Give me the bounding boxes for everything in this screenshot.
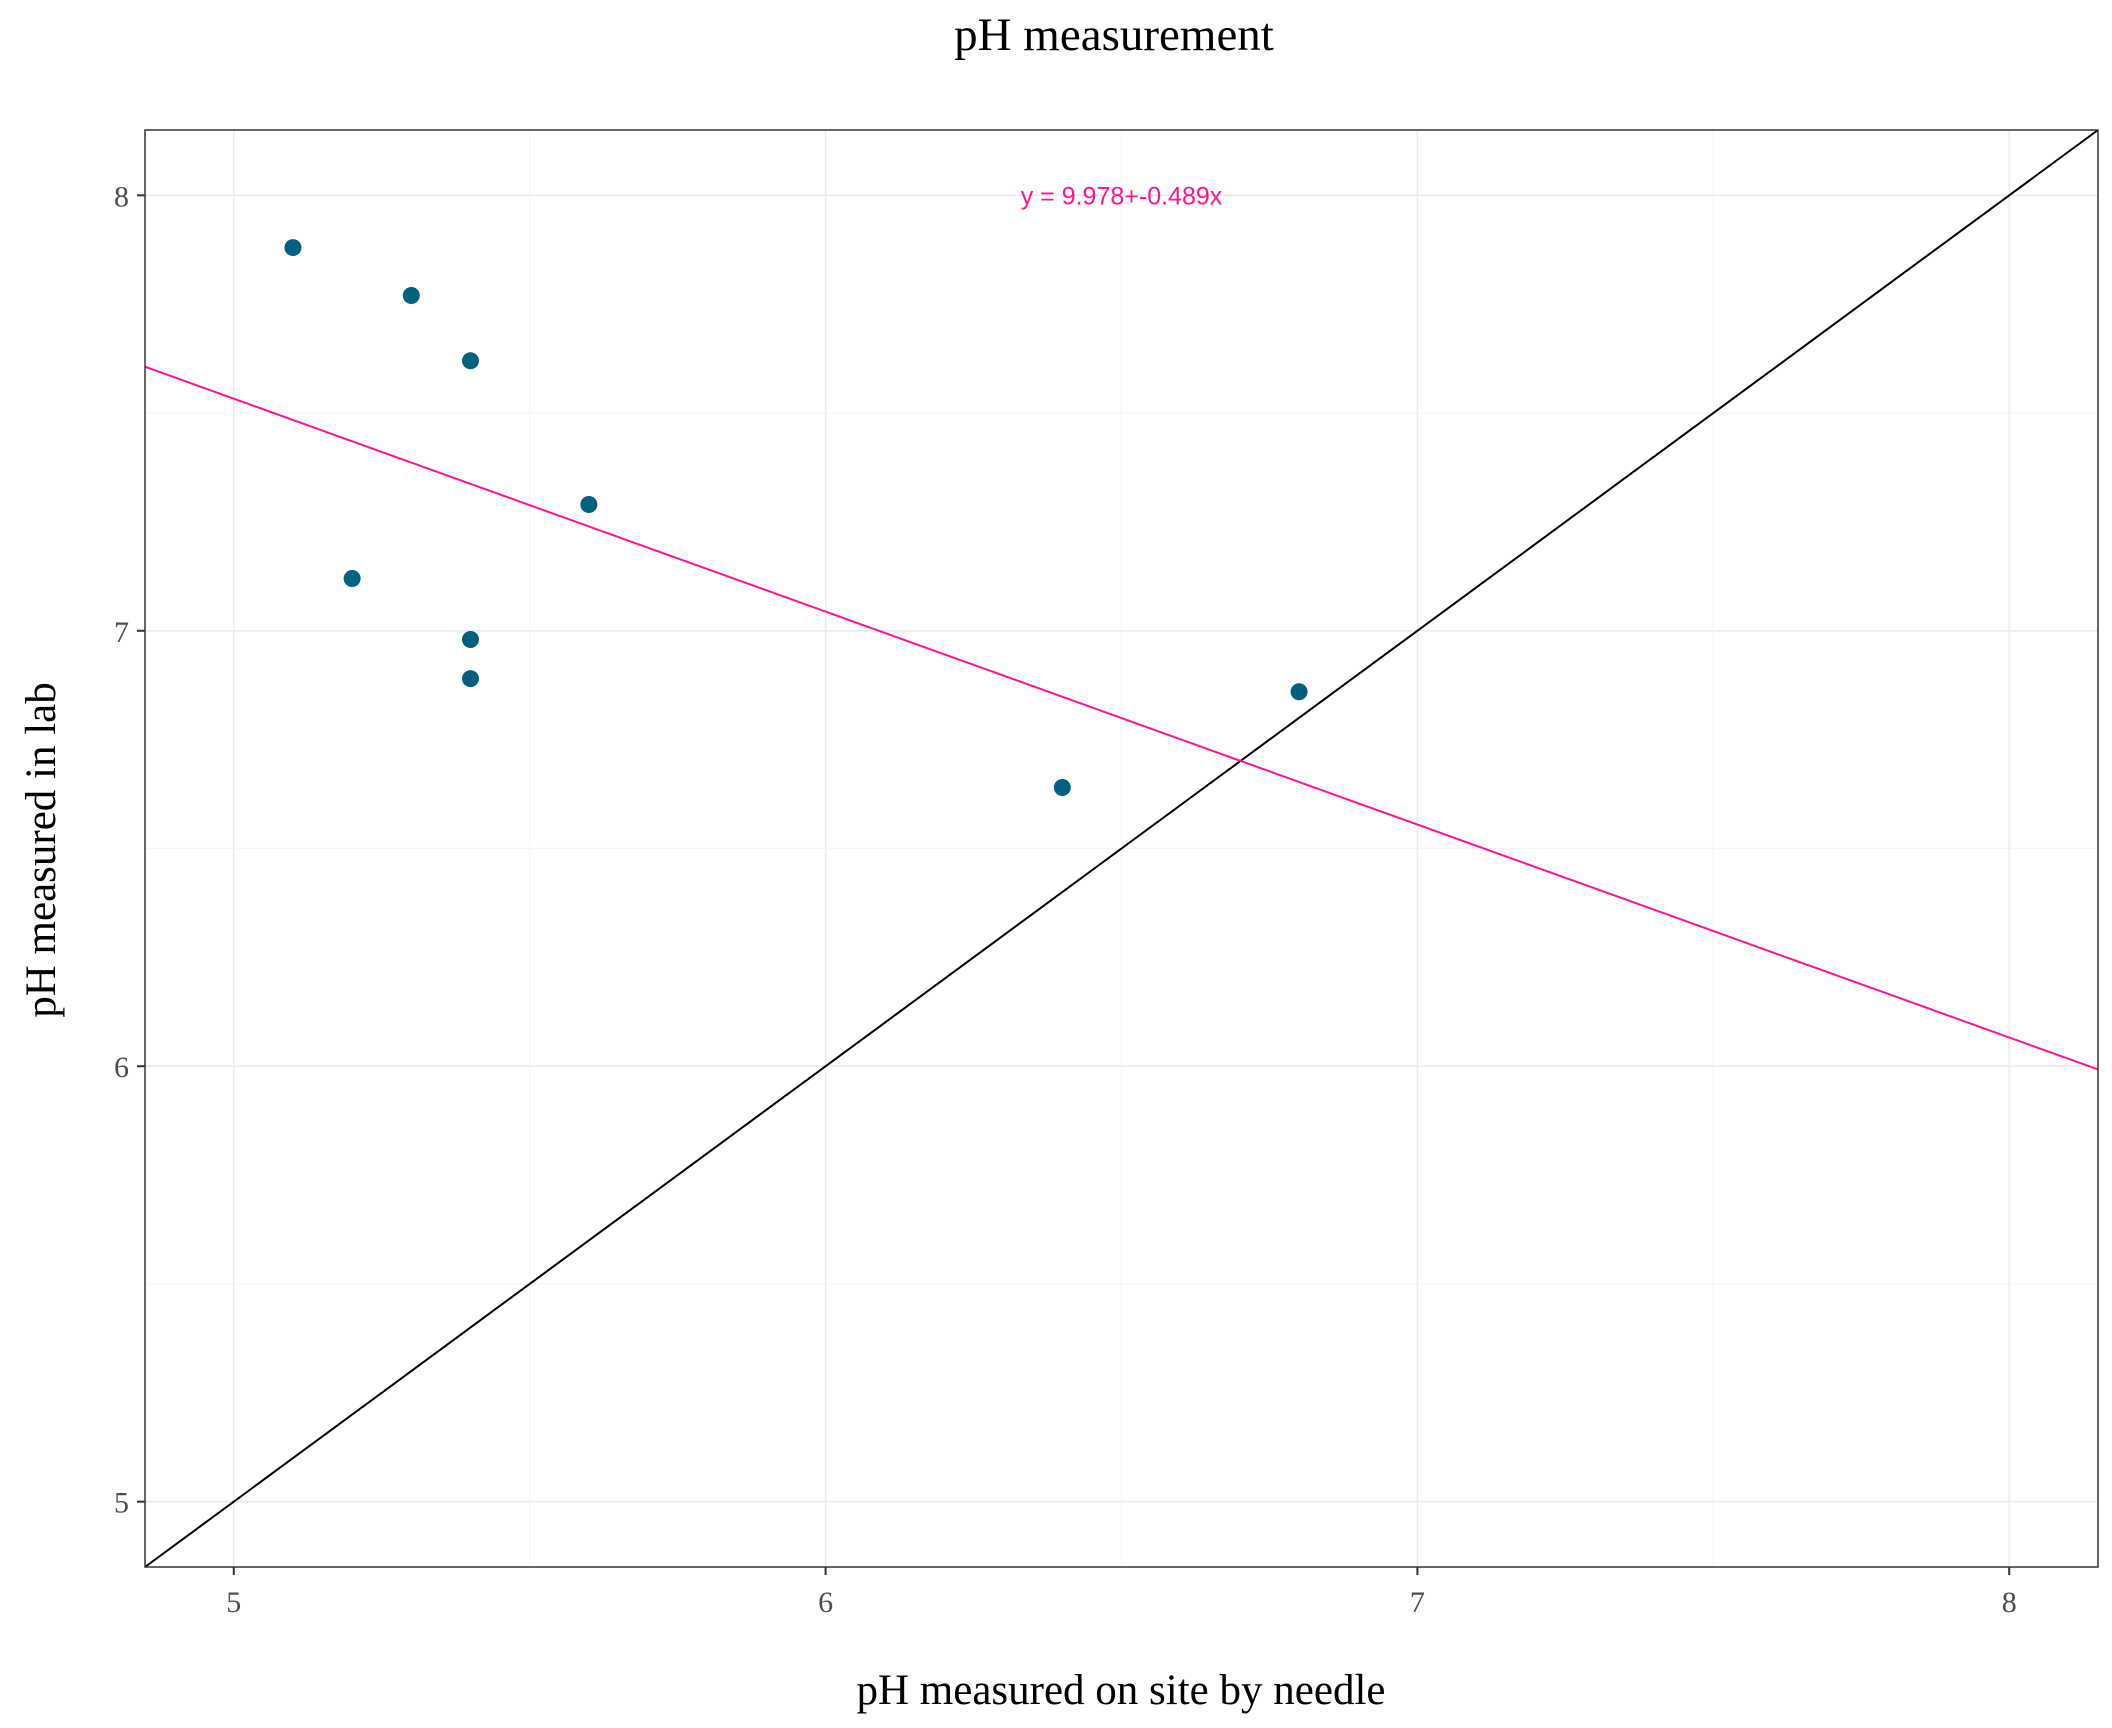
x-tick-label: 5 [226,1586,241,1619]
fit-lines [144,129,2099,1568]
y-tick-label: 7 [114,616,129,649]
data-point [462,630,479,648]
data-point [343,570,361,588]
data-point [402,286,420,304]
y-tick-label: 5 [114,1487,129,1520]
x-tick-label: 8 [2002,1586,2017,1619]
regression-line [144,365,2099,1071]
data-point [580,495,598,513]
data-point [1053,779,1071,797]
regression-equation: y = 9.978+-0.489x [1021,182,1223,210]
data-point [284,239,302,257]
data-point [1290,683,1308,701]
grid [145,130,2098,1567]
data-point [462,670,479,688]
chart-title: pH measurement [954,9,1274,61]
data-point [462,352,479,370]
y-axis-ticks: 5 6 7 8 [114,180,145,1520]
identity-line [144,129,2099,1568]
y-axis-label: pH measured in lab [18,682,65,1018]
x-tick-label: 6 [818,1586,833,1619]
x-axis-ticks: 5 6 7 8 [226,1567,2017,1619]
x-tick-label: 7 [1410,1586,1425,1619]
plot-border [144,129,2099,1568]
y-tick-label: 8 [114,180,129,213]
x-axis-label: pH measured on site by needle [857,1667,1386,1714]
y-tick-label: 6 [114,1051,129,1084]
data-points [284,239,1308,797]
